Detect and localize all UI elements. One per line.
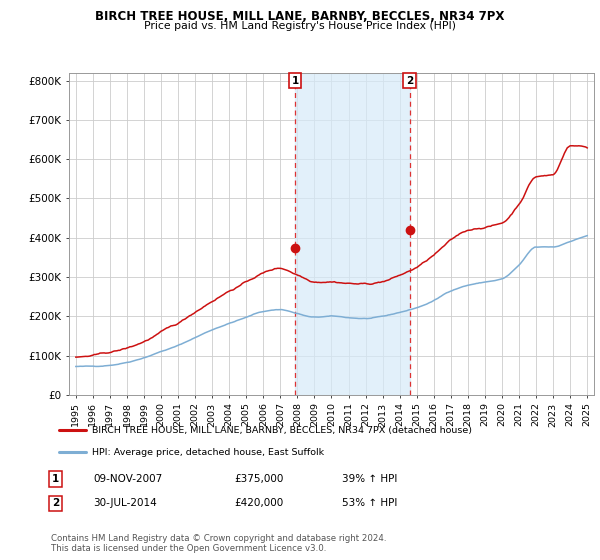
Text: 1: 1 bbox=[292, 76, 299, 86]
Text: Price paid vs. HM Land Registry's House Price Index (HPI): Price paid vs. HM Land Registry's House … bbox=[144, 21, 456, 31]
Text: 1: 1 bbox=[52, 474, 59, 484]
Text: 39% ↑ HPI: 39% ↑ HPI bbox=[342, 474, 397, 484]
Bar bbox=[295, 73, 410, 395]
Text: 2: 2 bbox=[52, 498, 59, 508]
Text: £420,000: £420,000 bbox=[234, 498, 283, 508]
Text: 09-NOV-2007: 09-NOV-2007 bbox=[93, 474, 162, 484]
Text: BIRCH TREE HOUSE, MILL LANE, BARNBY, BECCLES, NR34 7PX (detached house): BIRCH TREE HOUSE, MILL LANE, BARNBY, BEC… bbox=[91, 426, 472, 435]
Text: 30-JUL-2014: 30-JUL-2014 bbox=[93, 498, 157, 508]
Text: Contains HM Land Registry data © Crown copyright and database right 2024.
This d: Contains HM Land Registry data © Crown c… bbox=[51, 534, 386, 553]
Text: 53% ↑ HPI: 53% ↑ HPI bbox=[342, 498, 397, 508]
Text: 2: 2 bbox=[406, 76, 413, 86]
Text: HPI: Average price, detached house, East Suffolk: HPI: Average price, detached house, East… bbox=[91, 448, 323, 457]
Text: £375,000: £375,000 bbox=[234, 474, 283, 484]
Text: BIRCH TREE HOUSE, MILL LANE, BARNBY, BECCLES, NR34 7PX: BIRCH TREE HOUSE, MILL LANE, BARNBY, BEC… bbox=[95, 10, 505, 23]
